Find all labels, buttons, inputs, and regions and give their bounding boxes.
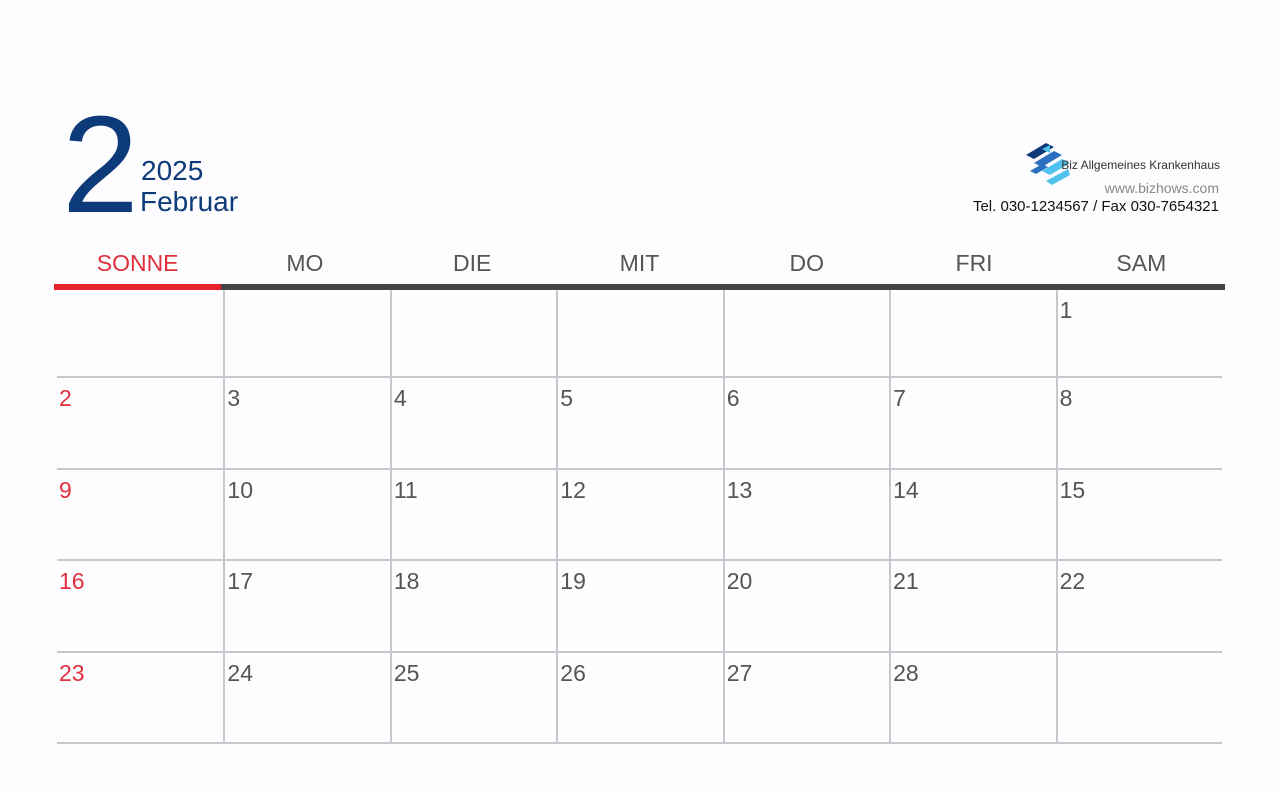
day-cell[interactable]: 24 (223, 652, 390, 744)
weekday-label: DO (789, 250, 825, 276)
day-number: 17 (227, 568, 254, 594)
day-number: 7 (893, 385, 906, 411)
month-name: Februar (140, 186, 239, 217)
day-cell[interactable]: 17 (223, 561, 390, 653)
weekday-label: SAM (1116, 250, 1167, 276)
day-cell[interactable]: 2 (57, 378, 224, 470)
day-cell[interactable]: 18 (389, 561, 557, 653)
day-number: 3 (227, 385, 241, 411)
day-cell[interactable]: 27 (722, 652, 890, 744)
day-cell[interactable]: 21 (889, 561, 1056, 653)
day-number: 21 (893, 568, 919, 594)
day-number: 11 (393, 476, 418, 503)
day-cell[interactable] (889, 290, 1056, 378)
company-contact: Tel. 030-1234567 / Fax 030-7654321 (972, 198, 1219, 215)
day-cell[interactable]: 22 (1055, 561, 1222, 653)
day-cell[interactable]: 28 (889, 652, 1056, 744)
day-cell[interactable]: 9 (57, 470, 224, 561)
day-number: 2 (59, 385, 72, 411)
day-number: 27 (726, 659, 753, 686)
day-number: 28 (893, 659, 919, 686)
weekday-label: FRI (955, 250, 993, 276)
weekday-header-bar (221, 284, 1225, 290)
day-number: 4 (393, 385, 407, 411)
company-website: www.bizhows.com (1104, 180, 1219, 196)
day-cell[interactable]: 1 (1055, 290, 1222, 378)
day-cell[interactable]: 4 (389, 378, 557, 470)
day-number: 13 (726, 476, 753, 503)
day-number: 18 (393, 568, 420, 594)
sunday-header-bar (54, 284, 221, 290)
weekday-label: SONNE (96, 250, 179, 276)
day-cell[interactable]: 23 (57, 653, 224, 744)
day-number: 25 (393, 659, 420, 686)
year: 2025 (141, 155, 204, 186)
day-number: 23 (59, 659, 85, 686)
weekday-header: SONNE MO DIE MIT DO FRI SAM (54, 250, 1225, 277)
day-cell[interactable]: 11 (389, 469, 557, 561)
day-number: 12 (560, 476, 586, 503)
day-cell[interactable]: 19 (556, 561, 723, 653)
day-cell[interactable]: 8 (1055, 378, 1222, 470)
day-cell[interactable]: 7 (889, 378, 1056, 470)
company-logo-icon (1026, 143, 1070, 185)
day-cell[interactable]: 3 (223, 378, 390, 470)
day-cell[interactable]: 6 (722, 378, 890, 470)
weekday-label: DIE (453, 250, 492, 276)
day-cell[interactable]: 13 (722, 469, 890, 561)
day-cell[interactable]: 12 (556, 469, 723, 561)
day-cell[interactable]: 15 (1055, 469, 1222, 561)
day-number: 16 (59, 568, 85, 594)
day-number: 24 (227, 659, 254, 686)
day-cell[interactable]: 5 (556, 378, 723, 470)
day-cell[interactable] (556, 290, 723, 378)
company-name: Biz Allgemeines Krankenhaus (1061, 158, 1220, 172)
day-number: 26 (560, 659, 586, 686)
month-number: 2 (62, 88, 139, 242)
weekday-label: MIT (619, 250, 660, 276)
day-number: 1 (1059, 297, 1073, 323)
day-cell[interactable] (223, 290, 390, 378)
day-number: 6 (726, 385, 740, 411)
day-cell[interactable] (1055, 652, 1222, 744)
day-number: 20 (726, 568, 753, 594)
weekday-label: MO (286, 250, 324, 276)
calendar-grid: 1 2 3 4 5 6 7 8 9 10 11 12 13 14 15 16 17 18 19 20 21 22 23 24 2… (57, 290, 1222, 744)
day-cell[interactable]: 26 (556, 652, 723, 744)
day-number: 22 (1059, 568, 1086, 594)
day-number: 9 (59, 476, 72, 503)
day-number: 5 (560, 385, 574, 411)
day-cell[interactable]: 20 (722, 561, 890, 653)
day-number: 14 (893, 476, 919, 503)
day-cell[interactable] (722, 290, 890, 378)
day-cell[interactable]: 14 (889, 469, 1056, 561)
day-cell[interactable] (57, 290, 224, 378)
day-cell[interactable]: 25 (389, 652, 557, 744)
day-cell[interactable]: 10 (223, 469, 390, 561)
day-cell[interactable]: 16 (57, 561, 224, 653)
day-number: 19 (560, 568, 586, 594)
day-number: 10 (227, 476, 254, 503)
day-number: 15 (1059, 476, 1086, 503)
day-cell[interactable] (389, 290, 557, 378)
day-number: 8 (1059, 385, 1073, 411)
